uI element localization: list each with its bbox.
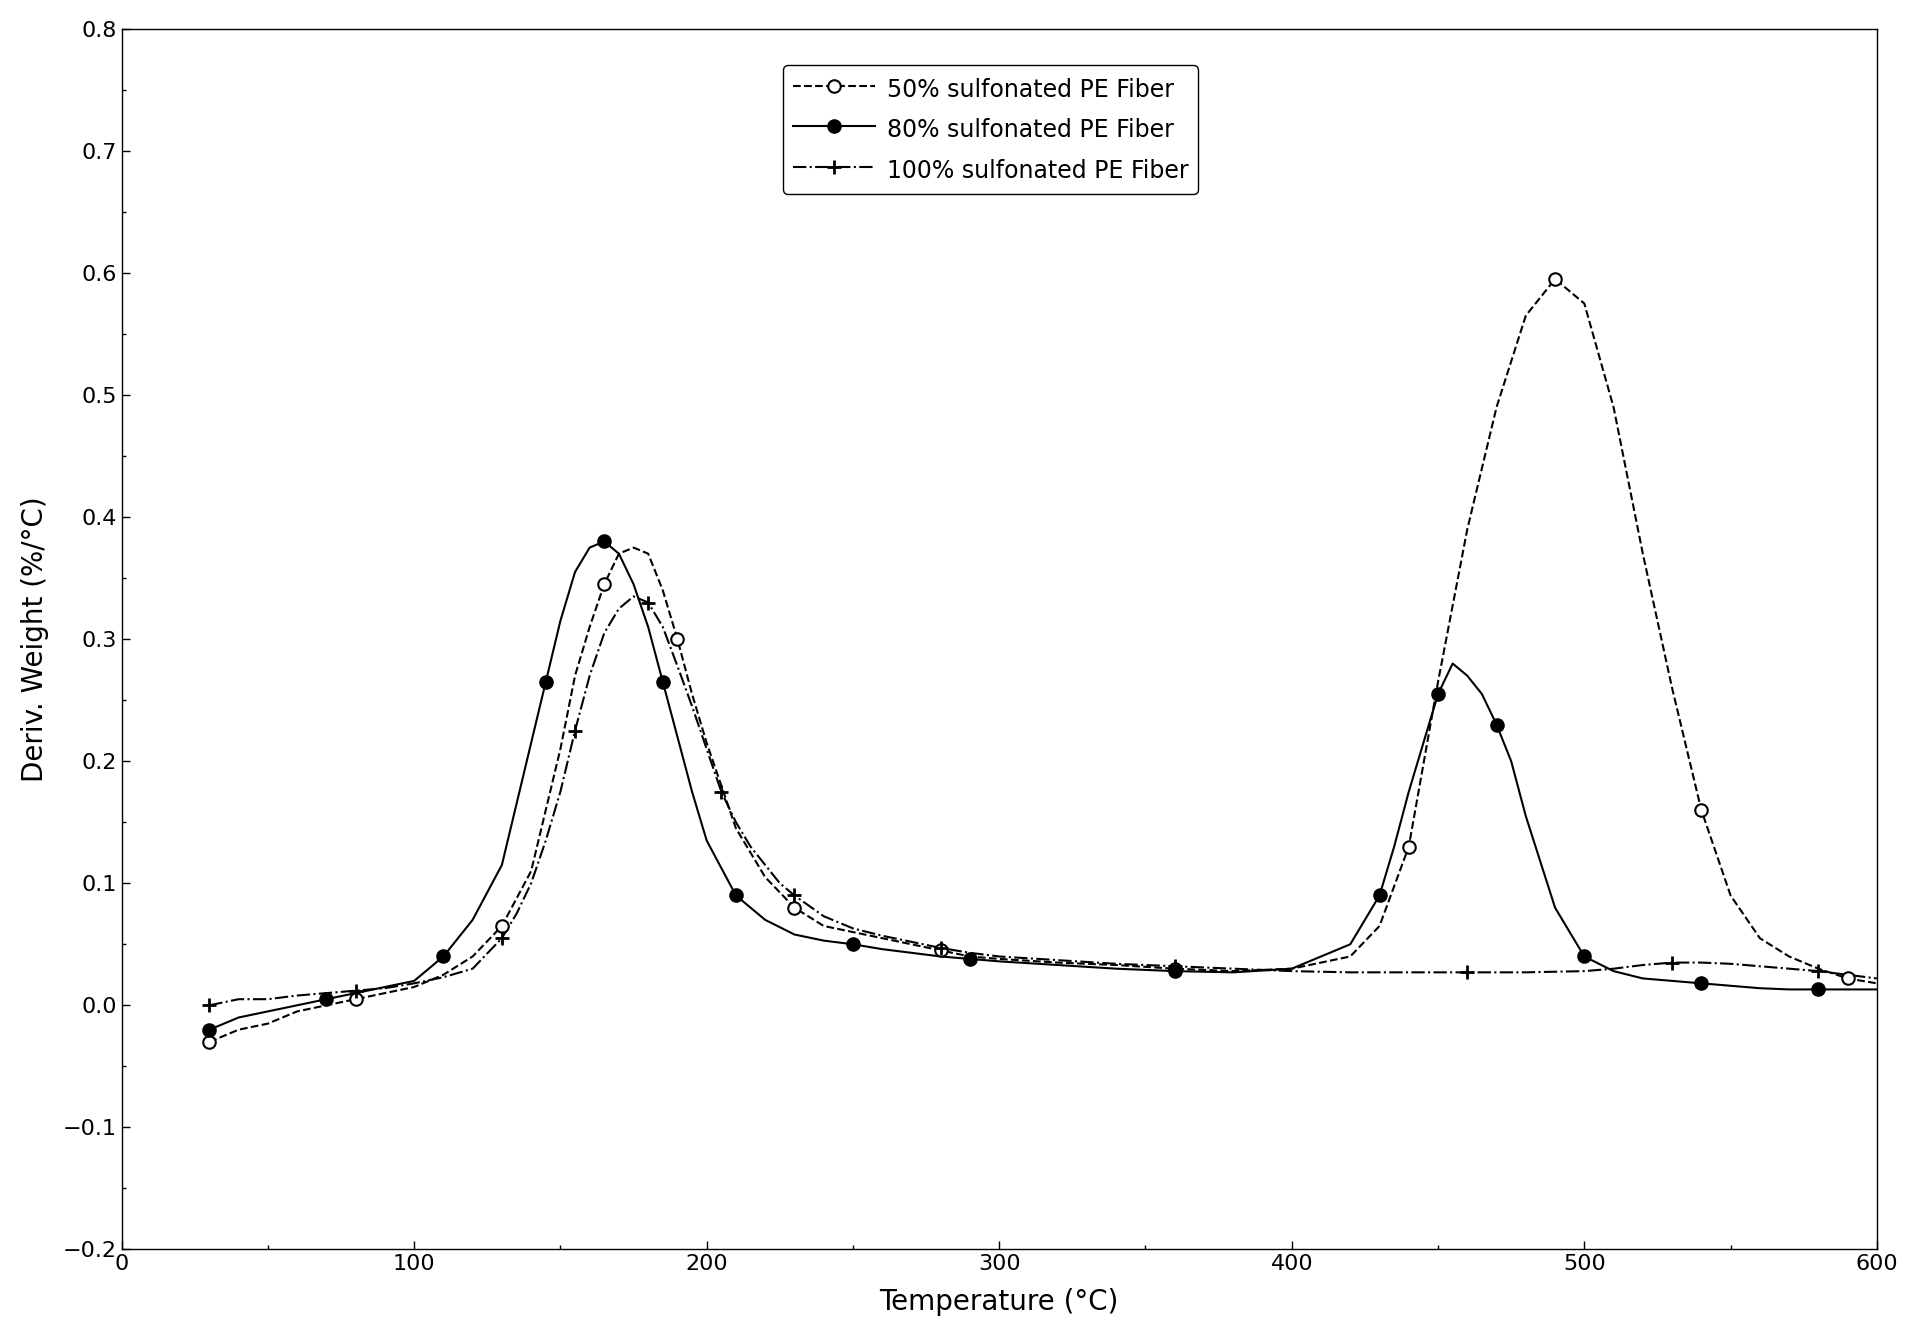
- X-axis label: Temperature (°C): Temperature (°C): [879, 1288, 1119, 1316]
- Legend: 50% sulfonated PE Fiber, 80% sulfonated PE Fiber, 100% sulfonated PE Fiber: 50% sulfonated PE Fiber, 80% sulfonated …: [783, 66, 1197, 194]
- Y-axis label: Deriv. Weight (%/°C): Deriv. Weight (%/°C): [21, 496, 48, 782]
